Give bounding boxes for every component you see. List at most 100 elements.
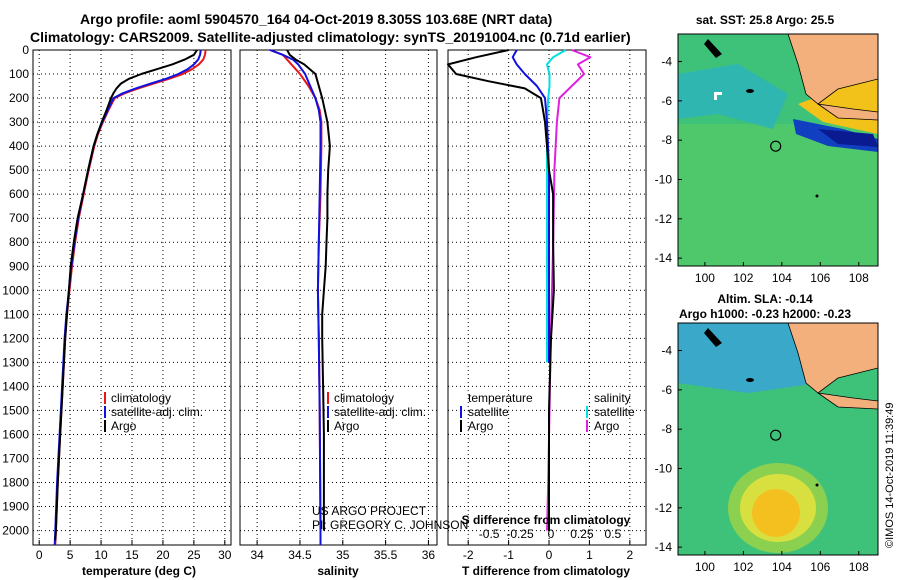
depth-tick-label: 1900	[2, 500, 29, 514]
island	[815, 194, 819, 198]
x-tick-label: -1	[503, 548, 514, 562]
imos-timestamp: ©IMOS 14-Oct-2019 11:39:49	[884, 403, 896, 548]
depth-tick-label: 0	[22, 43, 29, 57]
x-tick-label: 0	[36, 548, 43, 562]
map-frame	[677, 33, 879, 267]
island	[704, 39, 722, 58]
temperature-xlabel: temperature (deg C)	[82, 564, 196, 578]
legend-t-satellite-label: satellite	[468, 405, 509, 419]
sla-map-title: Altim. SLA: -0.14	[717, 292, 813, 306]
x-tick-label: 35	[336, 548, 350, 562]
lon-tick-label: 102	[733, 271, 753, 285]
lat-tick-label: -10	[655, 461, 673, 475]
sst-map: 100 102 104 106 108 -4 -6 -8 -10 -12 -14	[655, 33, 879, 285]
depth-tick-label: 1100	[3, 307, 29, 321]
depth-tick-label: 1200	[2, 331, 29, 345]
series-argo	[54, 49, 198, 541]
island	[746, 378, 754, 382]
x-tick-label: 34	[250, 548, 264, 562]
legend-satellite-label: satellite-adj. clim.	[334, 405, 426, 419]
t-diff-xlabel: T difference from climatology	[462, 564, 630, 578]
island	[704, 328, 722, 347]
sla-map-subtitle: Argo h1000: -0.23 h2000: -0.23	[679, 307, 851, 321]
sumatra-land	[787, 34, 878, 105]
temperature-panel: 0 5 10 15 20 25 30	[32, 49, 232, 562]
sla-map: 100 102 104 106 108 -4 -6 -8 -10 -12 -14	[655, 322, 879, 574]
lon-tick-label: 104	[772, 560, 792, 574]
lon-tick-label: 102	[733, 560, 753, 574]
cool-water	[678, 64, 788, 129]
x-tick-label: 15	[125, 548, 139, 562]
map-frame	[677, 322, 879, 556]
lat-tick-label: -12	[655, 212, 673, 226]
lon-tick-label: 100	[695, 560, 715, 574]
legend-salinity-title: salinity	[594, 391, 631, 405]
temperature-legend: climatology satellite-adj. clim. Argo	[104, 391, 203, 433]
x-tick-label: 5	[67, 548, 74, 562]
depth-tick-label: 1500	[2, 403, 29, 417]
x-tick-label: 35.5	[374, 548, 398, 562]
depth-tick-labels: 0 100 200 300 400 500 600 700 800 900 1000 1100 1200…	[2, 43, 29, 538]
lat-tick-label: -14	[655, 251, 673, 265]
marker-bar	[714, 92, 717, 100]
depth-tick-label: 1800	[2, 476, 29, 490]
panel-frame	[32, 49, 232, 546]
panel-frame	[447, 49, 647, 546]
legend-argo-label: Argo	[111, 419, 137, 433]
series-t-argo	[447, 49, 555, 531]
x-tick-label: 0	[546, 548, 553, 562]
s-tick-label: 0.25	[570, 527, 594, 541]
salinity-legend: climatology satellite-adj. clim. Argo	[327, 391, 426, 433]
legend-s-satellite-label: satellite	[594, 405, 635, 419]
lat-tick-label: -8	[661, 133, 672, 147]
lon-tick-label: 106	[810, 560, 830, 574]
series-climatology	[269, 49, 323, 545]
java-land	[817, 103, 878, 121]
difference-legend: temperature satellite Argo salinity sate…	[460, 391, 635, 433]
credit-project: US ARGO PROJECT	[312, 504, 427, 518]
lon-tick-label: 104	[772, 271, 792, 285]
coldest-patch	[818, 129, 878, 147]
s-diff-xlabel: S difference from climatology	[462, 513, 631, 527]
lat-tick-label: -8	[661, 422, 672, 436]
lat-tick-label: -6	[661, 94, 672, 108]
sst-map-title: sat. SST: 25.8 Argo: 25.5	[696, 13, 835, 27]
legend-t-argo-label: Argo	[468, 419, 494, 433]
legend-climatology-label: climatology	[111, 391, 171, 405]
salinity-panel: 34 34.5 35 35.5 36	[239, 49, 438, 562]
s-tick-label: -0.5	[479, 527, 500, 541]
lon-tick-label: 108	[849, 271, 869, 285]
s-tick-label: -0.25	[506, 527, 534, 541]
s-tick-label: 0.5	[605, 527, 622, 541]
header-title-line1: Argo profile: aoml 5904570_164 04-Oct-20…	[80, 11, 552, 27]
depth-tick-label: 1600	[2, 427, 29, 441]
x-tick-label: 10	[94, 548, 108, 562]
legend-satellite-label: satellite-adj. clim.	[111, 405, 203, 419]
marker-bar	[714, 92, 722, 95]
depth-tick-label: 600	[9, 187, 29, 201]
depth-tick-label: 1400	[2, 379, 29, 393]
depth-tick-label: 800	[9, 235, 29, 249]
legend-s-argo-label: Argo	[594, 419, 620, 433]
island	[746, 89, 754, 93]
x-tick-label: 1	[586, 548, 593, 562]
lat-tick-label: -12	[655, 501, 673, 515]
lon-tick-label: 100	[695, 271, 715, 285]
lon-tick-label: 108	[849, 560, 869, 574]
lat-tick-label: -6	[661, 383, 672, 397]
difference-panel: -2 -1 0 1 2 -0.5 -0.25 0 0.25 0.5	[447, 49, 647, 562]
x-tick-label: 2	[626, 548, 633, 562]
depth-tick-label: 100	[9, 67, 29, 81]
s-tick-label: 0	[548, 527, 555, 541]
lat-tick-label: -4	[661, 344, 672, 358]
x-tick-label: 34.5	[288, 548, 312, 562]
panel-frame	[239, 49, 438, 546]
series-satellite-adj-clim-	[269, 49, 322, 545]
legend-argo-label: Argo	[334, 419, 360, 433]
x-tick-label: 36	[422, 548, 436, 562]
depth-tick-label: 1300	[2, 355, 29, 369]
x-tick-label: 25	[187, 548, 201, 562]
credit-pi: PI: GREGORY C. JOHNSON	[312, 518, 468, 532]
depth-tick-label: 900	[9, 259, 29, 273]
